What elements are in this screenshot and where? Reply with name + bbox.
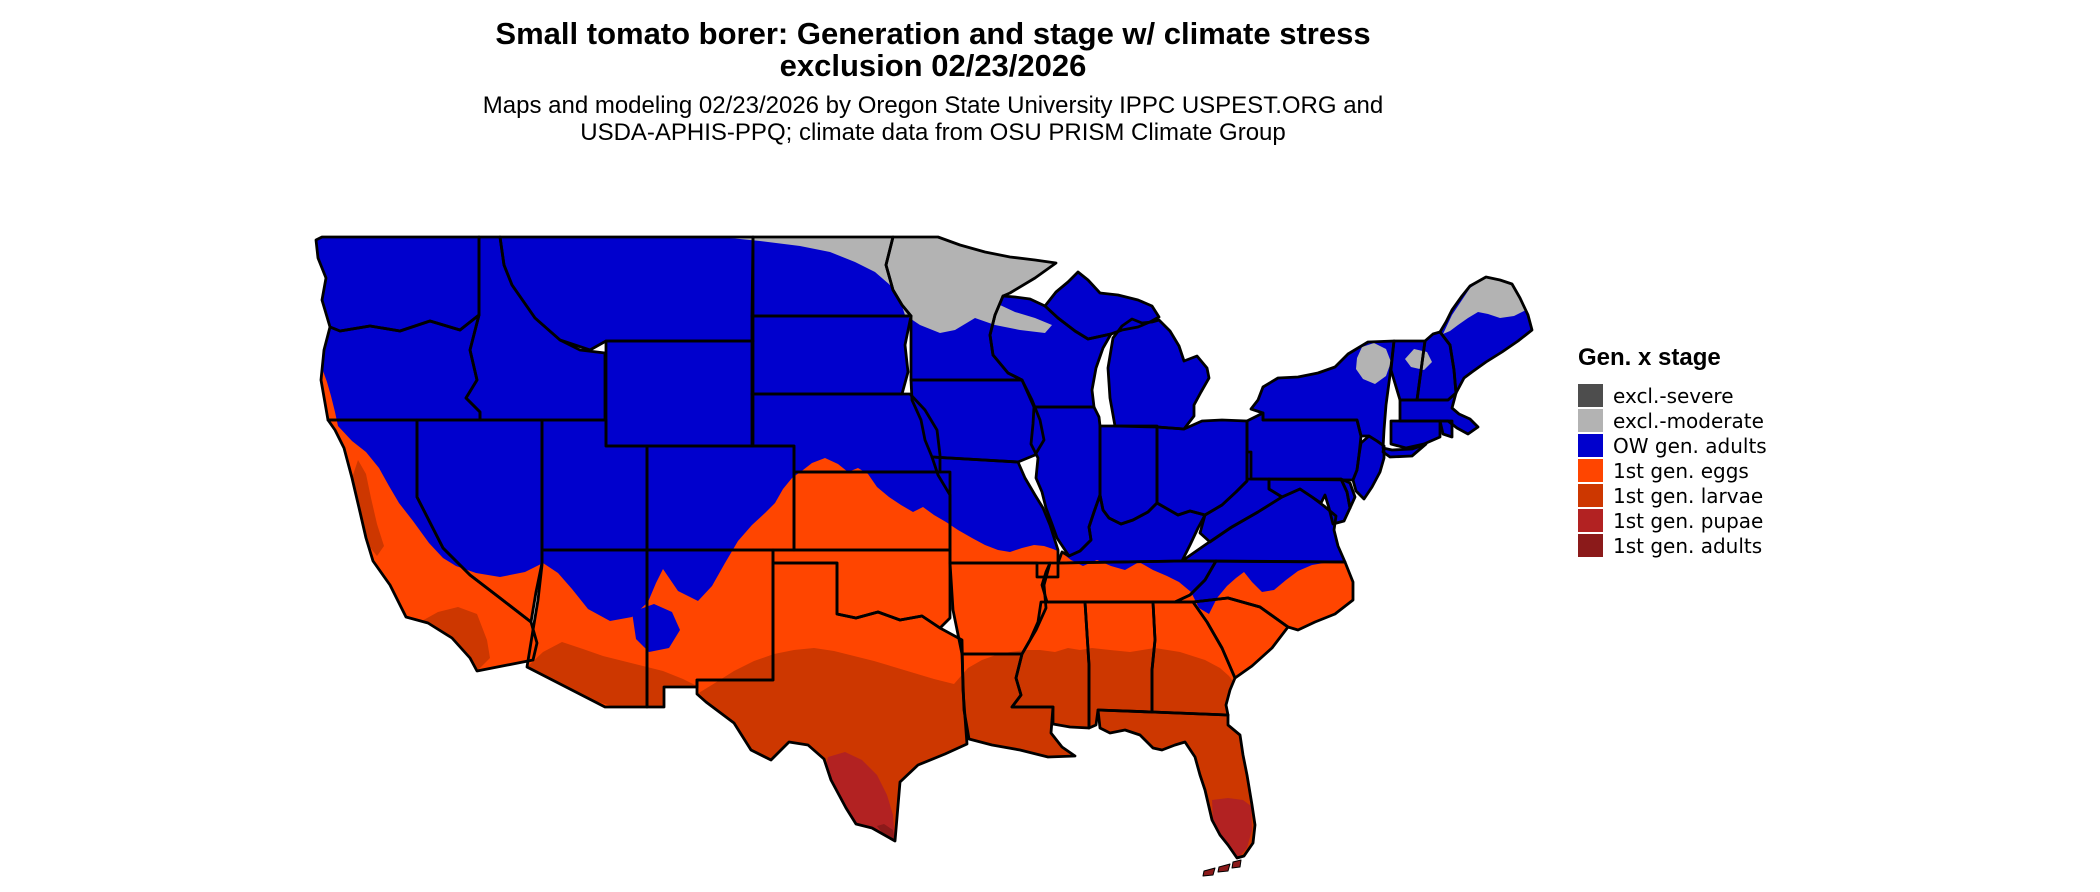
state-border-me	[1438, 275, 1534, 395]
zone-1st-gen-pupae-stx	[826, 752, 895, 841]
zone-1st-gen-larvae-socal	[420, 607, 490, 671]
legend-swatch-excl-severe	[1578, 384, 1603, 407]
legend-item-ow-gen-adults: OW gen. adults	[1578, 433, 1818, 458]
legend-item-excl-moderate: excl.-moderate	[1578, 408, 1818, 433]
state-border-ne	[750, 392, 942, 474]
zone-excl-moderate-nh-vt	[1405, 349, 1432, 370]
legend-label-1st-gen-eggs: 1st gen. eggs	[1613, 458, 1749, 483]
legend-label-excl-moderate: excl.-moderate	[1613, 408, 1764, 433]
zone-1st-gen-larvae-az	[527, 642, 697, 720]
map-zones	[316, 237, 1532, 876]
title-line-2: exclusion 02/23/2026	[779, 48, 1087, 83]
state-border-de	[1339, 477, 1357, 510]
zone-excl-moderate-north	[720, 237, 1056, 333]
state-border-fl	[1096, 708, 1257, 860]
legend-label-1st-gen-larvae: 1st gen. larvae	[1613, 483, 1764, 508]
legend-swatch-excl-moderate	[1578, 409, 1603, 432]
subtitle-line-2: USDA-APHIS-PPQ; climate data from OSU PR…	[580, 119, 1286, 146]
state-border-ct	[1389, 419, 1442, 450]
zone-blue-nm-mountains	[632, 604, 680, 652]
legend-item-1st-gen-adults: 1st gen. adults	[1578, 533, 1818, 558]
legend-swatch-1st-gen-larvae	[1578, 484, 1603, 507]
legend-swatch-ow-gen-adults	[1578, 434, 1603, 457]
legend-swatch-1st-gen-pupae	[1578, 509, 1603, 532]
legend-label-1st-gen-adults: 1st gen. adults	[1613, 533, 1763, 558]
zone-excl-moderate-adirondacks	[1356, 343, 1391, 384]
state-border-ok	[771, 548, 952, 630]
zone-1st-gen-larvae-ca-valley	[352, 460, 384, 556]
state-border-up	[1043, 270, 1161, 341]
legend-item-1st-gen-pupae: 1st gen. pupae	[1578, 508, 1818, 533]
figure-subtitle: Maps and modeling 02/23/2026 by Oregon S…	[0, 92, 1866, 146]
legend-label-excl-severe: excl.-severe	[1613, 383, 1734, 408]
legend-title: Gen. x stage	[1578, 344, 1721, 371]
state-border-k1	[1202, 867, 1216, 877]
legend-label-ow-gen-adults: OW gen. adults	[1613, 433, 1767, 458]
legend-item-1st-gen-eggs: 1st gen. eggs	[1578, 458, 1818, 483]
map-legend: Gen. x stage excl.-severe excl.-moderate O…	[1578, 344, 1818, 558]
state-borders	[314, 235, 1534, 877]
page-title: Small tomato borer: Generation and stage…	[0, 18, 1866, 82]
legend-label-1st-gen-pupae: 1st gen. pupae	[1613, 508, 1764, 533]
zone-excl-moderate-maine	[1443, 277, 1526, 334]
legend-item-excl-severe: excl.-severe	[1578, 383, 1818, 408]
legend-items: excl.-severe excl.-moderate OW gen. adults…	[1578, 383, 1818, 558]
state-border-k3	[1231, 859, 1242, 869]
legend-swatch-1st-gen-eggs	[1578, 459, 1603, 482]
legend-item-1st-gen-larvae: 1st gen. larvae	[1578, 483, 1818, 508]
legend-swatch-1st-gen-adults	[1578, 534, 1603, 557]
zone-1st-gen-larvae-south	[690, 648, 1268, 876]
title-line-1: Small tomato borer: Generation and stage…	[495, 16, 1371, 51]
state-border-ms	[1010, 600, 1091, 730]
state-border-k2	[1217, 863, 1231, 873]
state-border-ri	[1438, 419, 1454, 439]
state-border-ny	[1249, 339, 1428, 459]
subtitle-line-1: Maps and modeling 02/23/2026 by Oregon S…	[482, 92, 1384, 119]
state-border-ky	[1056, 493, 1207, 565]
state-border-mi	[1106, 317, 1211, 431]
